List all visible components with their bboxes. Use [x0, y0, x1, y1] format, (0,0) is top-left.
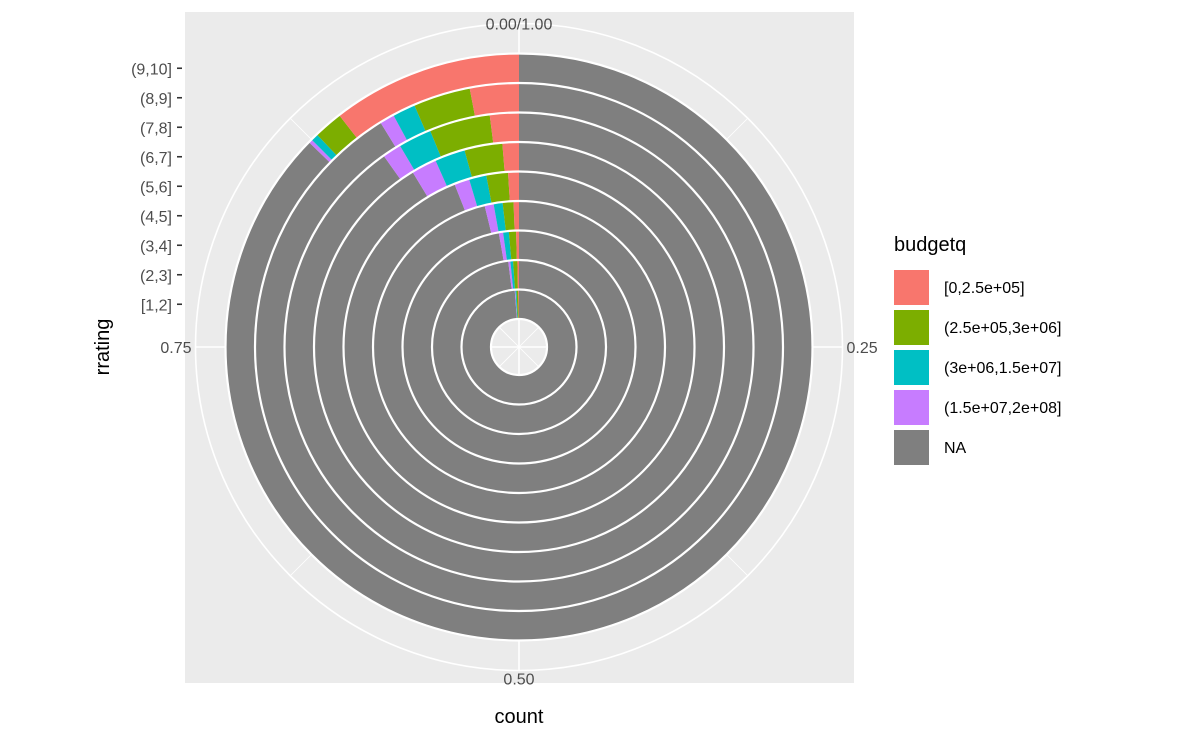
angle-tick-label: 0.00/1.00: [486, 17, 553, 34]
bar-segment: [510, 260, 516, 290]
ring-gridline: [283, 111, 755, 583]
legend-label: NA: [944, 440, 967, 457]
legend-swatch: [894, 270, 929, 305]
bar-segment: [516, 230, 519, 261]
bar-segment: [308, 139, 333, 163]
bar-segment: [508, 260, 514, 290]
legend-swatch: [894, 310, 929, 345]
bar-segment: [468, 174, 492, 208]
legend: budgetq [0,2.5e+05] (2.5e+05,3e+06] (3e+06…: [894, 234, 1061, 465]
y-tick-label: (9,10]: [131, 61, 172, 78]
bar-segment: [435, 149, 473, 187]
bar-segment: [339, 53, 519, 139]
bar-segment: [380, 114, 408, 148]
ring-gridline: [224, 52, 814, 642]
bar-segment: [516, 289, 519, 320]
bar-segment: [412, 159, 448, 198]
y-tick-label: [1,2]: [141, 297, 172, 314]
legend-swatch: [894, 350, 929, 385]
y-tick-label: (3,4]: [140, 238, 172, 255]
bar-segment: [513, 201, 519, 231]
y-axis-title: rrating: [92, 319, 114, 376]
ring-gridline: [342, 170, 696, 524]
y-tick-label: (5,6]: [140, 179, 172, 196]
bar-segment: [498, 231, 508, 262]
angle-tick-label: 0.25: [847, 340, 878, 357]
ring-separators: [224, 52, 814, 642]
ring-gridline: [401, 229, 637, 465]
bars-layer: [225, 53, 813, 641]
bar-segment: [512, 260, 518, 290]
bar-segment: [502, 142, 519, 173]
bar-segment: [507, 171, 519, 202]
ring-gridline: [312, 140, 726, 554]
ring-gridline: [460, 288, 578, 406]
angle-tick-label: 0.75: [160, 340, 191, 357]
bar-segment: [493, 201, 506, 233]
legend-swatch: [894, 430, 929, 465]
bar-segment: [461, 289, 577, 405]
bar-segment: [514, 289, 518, 320]
y-tick-label: (7,8]: [140, 120, 172, 137]
bar-segment: [383, 145, 415, 180]
bar-segment: [518, 289, 519, 320]
bar-segment: [464, 142, 505, 178]
angle-tick-label: 0.50: [503, 672, 534, 689]
bar-segment: [454, 178, 478, 212]
legend-label: (1.5e+07,2e+08]: [944, 400, 1061, 417]
ring-gridline: [371, 199, 667, 495]
ring-gridline: [253, 81, 785, 613]
legend-label: (3e+06,1.5e+07]: [944, 360, 1061, 377]
legend-label: (2.5e+05,3e+06]: [944, 320, 1061, 337]
legend-title: budgetq: [894, 234, 966, 256]
legend-label: [0,2.5e+05]: [944, 280, 1025, 297]
x-axis-title: count: [495, 706, 544, 728]
bar-segment: [432, 260, 607, 434]
bar-segment: [502, 201, 515, 232]
bar-segment: [484, 203, 499, 234]
y-tick-label: (6,7]: [140, 150, 172, 167]
bar-segment: [489, 112, 519, 144]
legend-swatch: [894, 390, 929, 425]
bar-segment: [311, 134, 338, 161]
y-tick-label: (8,9]: [140, 91, 172, 108]
angle-ticks: 0.00/1.00 0.25 0.50 0.75: [160, 17, 877, 689]
bar-segment: [469, 83, 519, 117]
bar-segment: [393, 104, 426, 141]
bar-segment: [486, 171, 510, 204]
bar-segment: [508, 230, 517, 261]
y-tick-label: (4,5]: [140, 209, 172, 226]
bar-segment: [517, 260, 519, 290]
ring-gridline: [430, 258, 608, 436]
bar-segment: [502, 230, 512, 261]
y-tick-label: (2,3]: [140, 268, 172, 285]
bar-segment: [515, 289, 518, 320]
ring-gridline: [489, 317, 549, 377]
y-axis-ticks: [1,2] (2,3] (3,4] (4,5] (5,6] (6,7] (7,8] (8,9]…: [131, 61, 182, 314]
